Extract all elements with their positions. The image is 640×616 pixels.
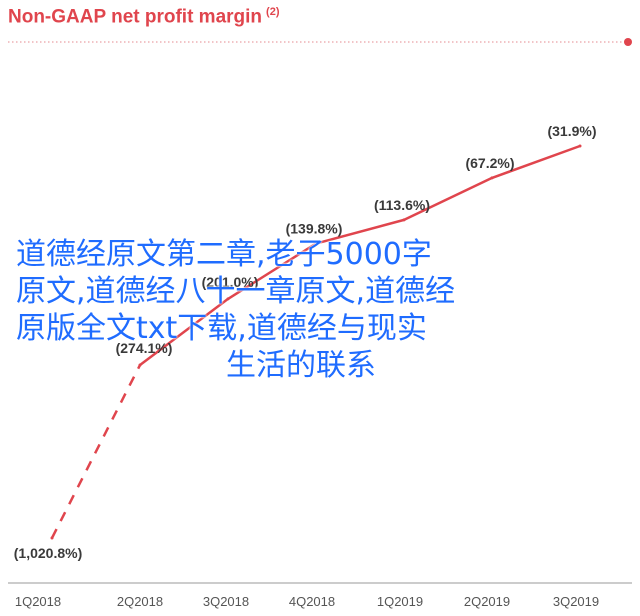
x-tick-label-5: 1Q2019 xyxy=(377,594,423,609)
x-tick-label-7: 3Q2019 xyxy=(553,594,599,609)
data-point-5 xyxy=(402,218,406,222)
data-point-2 xyxy=(138,363,142,367)
x-tick-label-3: 3Q2018 xyxy=(203,594,249,609)
chart-title: Non-GAAP net profit margin (2) xyxy=(8,6,280,28)
title-note: (2) xyxy=(266,6,280,18)
x-tick-label-6: 2Q2019 xyxy=(464,594,510,609)
overlay-line-2: 原文,道德经八十一章原文,道德经 xyxy=(16,274,456,309)
data-label-5: (113.6%) xyxy=(374,197,430,213)
data-point-7 xyxy=(578,144,582,148)
series-line xyxy=(139,144,581,366)
data-label-4: (139.8%) xyxy=(286,221,343,237)
watermark-text-overlay: 道德经原文第二章,老子5000字 原文,道德经八十一章原文,道德经 原版全文tx… xyxy=(16,236,616,384)
series-dashed-segment xyxy=(50,364,142,539)
data-point-6 xyxy=(490,176,494,180)
data-point-1 xyxy=(50,536,54,540)
data-point-3 xyxy=(226,297,230,301)
data-label-2: (274.1%) xyxy=(116,340,173,356)
data-label-7: (31.9%) xyxy=(547,123,596,139)
data-label-3: (201.0%) xyxy=(202,274,259,290)
data-label-1: (1,020.8%) xyxy=(14,545,82,561)
data-point-4 xyxy=(314,242,318,246)
data-label-6: (67.2%) xyxy=(465,155,514,171)
x-tick-label-4: 4Q2018 xyxy=(289,594,335,609)
x-tick-label-1: 1Q2018 xyxy=(15,594,61,609)
overlay-line-1: 道德经原文第二章,老子5000字 xyxy=(16,237,432,272)
title-divider-end-dot xyxy=(624,38,632,46)
overlay-line-4: 生活的联系 xyxy=(226,348,376,383)
x-tick-label-2: 2Q2018 xyxy=(117,594,163,609)
overlay-line-3: 原版全文txt下载,道德经与现实 xyxy=(16,311,427,346)
